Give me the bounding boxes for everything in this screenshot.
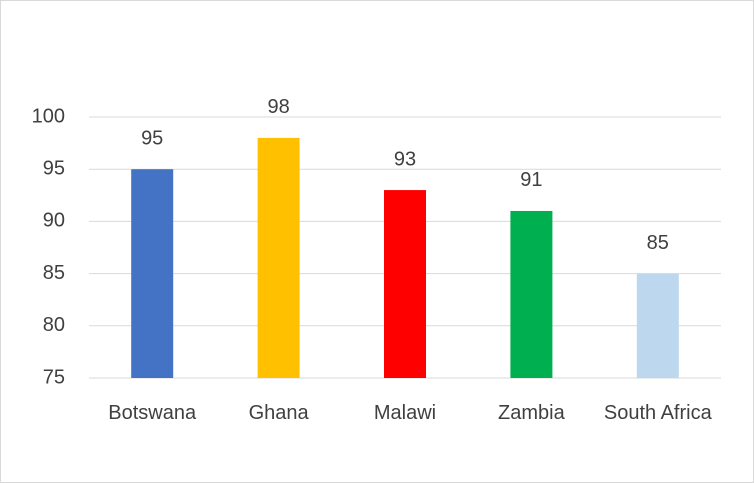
y-tick-label: 95 [43,157,65,179]
x-tick-label: South Africa [603,402,712,424]
data-label: 98 [267,96,289,118]
data-label: 91 [520,169,542,191]
x-tick-label: Malawi [373,402,437,424]
x-tick-label: Zambia [498,402,565,424]
y-tick-label: 80 [43,314,65,336]
bar [636,273,679,378]
bar [131,169,174,378]
x-tick-label: Botswana [108,402,197,424]
data-label: 95 [141,127,163,149]
y-tick-label: 75 [43,366,65,388]
bar [510,210,553,378]
y-tick-label: 85 [43,262,65,284]
y-tick-label: 100 [32,105,65,127]
bar [384,190,426,378]
x-tick-label: Ghana [248,402,309,424]
y-tick-label: 90 [43,210,65,232]
bar [257,137,300,378]
data-label: 93 [394,148,416,170]
data-label: 85 [647,232,669,254]
